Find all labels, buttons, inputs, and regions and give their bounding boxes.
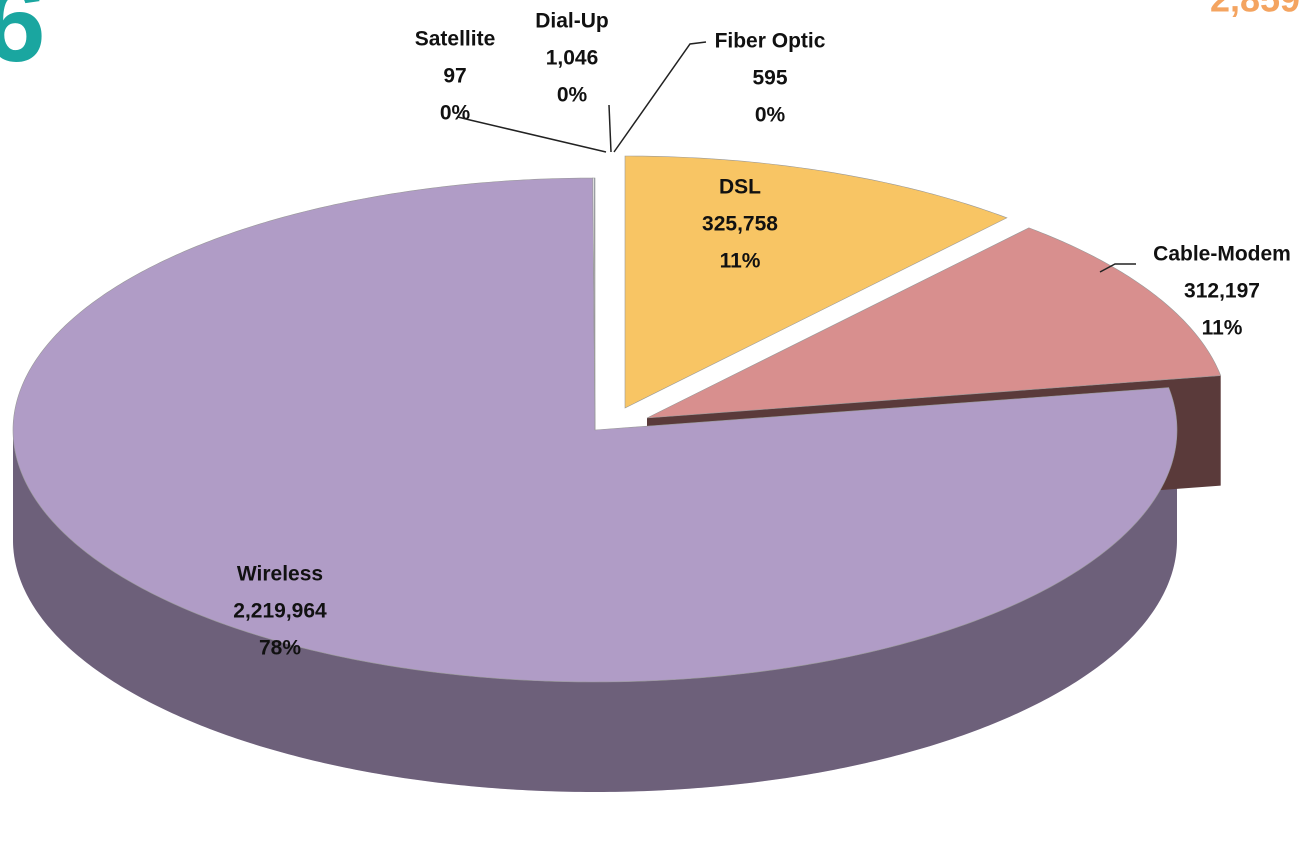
- slice-label: Cable-Modem: [1153, 243, 1291, 266]
- slice-value: 312,197: [1184, 280, 1260, 303]
- slice: [646, 227, 1222, 419]
- slice-label: Fiber Optic: [715, 30, 826, 53]
- slice-label: Dial-Up: [535, 10, 609, 33]
- slice-percent: 0%: [440, 102, 471, 125]
- slice-label: Satellite: [415, 28, 496, 51]
- slice-percent: 0%: [755, 104, 786, 127]
- slice-percent: 78%: [259, 637, 301, 660]
- slice-value: 97: [443, 65, 466, 88]
- leader-line: [613, 41, 707, 153]
- slice-percent: 11%: [1202, 317, 1243, 340]
- slice-value: 2,219,964: [233, 600, 327, 623]
- slice-percent: 0%: [557, 84, 588, 107]
- leader-line: [608, 104, 612, 153]
- corner-number: 6: [0, 0, 46, 85]
- leader-line: [1099, 263, 1136, 273]
- slice-percent: 11%: [720, 250, 761, 273]
- slice-side-shade: [13, 430, 1177, 792]
- slice-label: Wireless: [237, 563, 323, 586]
- slice-label: DSL: [719, 176, 761, 199]
- slice: [624, 155, 1008, 409]
- slice-value: 595: [752, 67, 787, 90]
- slice: [593, 177, 596, 431]
- slice-value: 1,046: [546, 47, 599, 70]
- slice-side: [13, 430, 1177, 792]
- slice-value: 325,758: [702, 213, 778, 236]
- leader-line: [457, 116, 607, 153]
- slice: [12, 177, 1178, 683]
- corner-total: 2,859: [1210, 0, 1300, 20]
